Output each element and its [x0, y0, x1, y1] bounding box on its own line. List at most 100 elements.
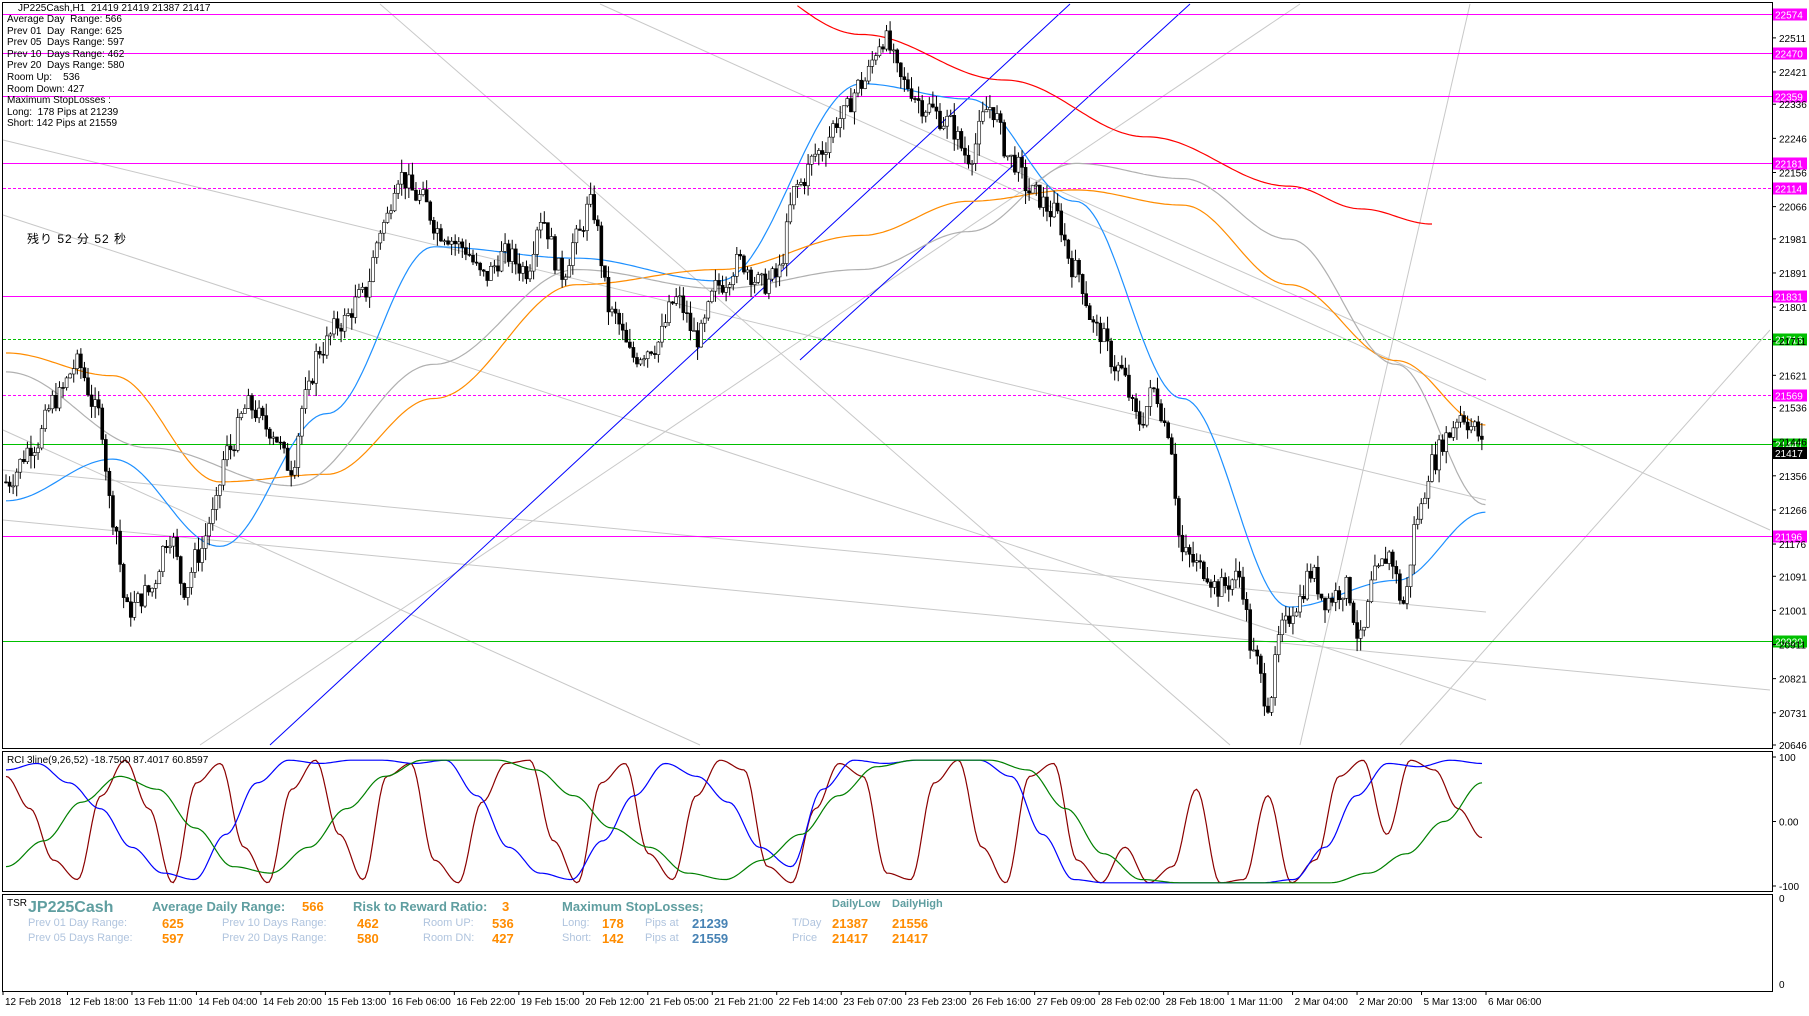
y-tick-label: 21001: [1779, 606, 1807, 617]
candle-body: [934, 106, 939, 112]
candle-body: [738, 254, 743, 257]
candle-body: [1219, 577, 1224, 597]
candle-body: [257, 407, 261, 419]
candle-body: [688, 312, 693, 331]
candle-body: [96, 399, 101, 409]
candle-body: [1127, 374, 1131, 398]
candle-body: [799, 181, 803, 185]
candle-body: [713, 280, 718, 292]
candle-body: [1305, 570, 1309, 600]
candle-body: [952, 115, 957, 140]
candle-body: [328, 333, 333, 337]
info-line: Maximum StopLosses :: [7, 95, 111, 107]
candle-body: [1248, 609, 1252, 651]
candle-body: [752, 281, 757, 285]
level-label: 22181: [1775, 160, 1803, 171]
candle-body: [107, 470, 112, 496]
candle-body: [349, 313, 354, 318]
tsr-prev01-value: 625: [162, 916, 184, 931]
x-tick-label: 28 Feb 02:00: [1101, 997, 1160, 1008]
candle-body: [1476, 421, 1481, 437]
level-tag: [1773, 635, 1807, 648]
tsr-daily-high-label: DailyHigh: [892, 898, 943, 910]
candle-body: [1226, 585, 1231, 590]
candle-body: [79, 353, 83, 369]
candle-body: [1447, 432, 1452, 438]
x-tick-label: 16 Feb 22:00: [456, 997, 515, 1008]
rci-y-tick-label: 100: [1779, 753, 1796, 764]
tsr-price-label: Price: [792, 932, 818, 944]
candle-body: [464, 247, 468, 255]
x-tick-label: 15 Feb 13:00: [327, 997, 386, 1008]
candle-body: [1323, 597, 1327, 611]
y-tick-label: 21621: [1779, 371, 1807, 382]
candle-body: [1308, 570, 1313, 579]
candle-body: [1184, 547, 1188, 553]
candle-body: [1198, 560, 1203, 563]
info-line: Prev 01 Day Range: 625: [7, 25, 123, 37]
candle-body: [11, 485, 15, 488]
candle-body: [1284, 615, 1288, 621]
trend-line: [1399, 329, 1771, 746]
candle-body: [735, 254, 739, 277]
candle-body: [389, 210, 393, 214]
candle-body: [250, 395, 254, 411]
tsr-prev01-label: Prev 01 Day Range:: [28, 917, 128, 929]
candle-body: [1009, 154, 1014, 157]
candle-body: [1369, 579, 1374, 602]
candle-body: [275, 436, 279, 443]
y-tick-label: 21981: [1779, 235, 1807, 246]
candle-body: [549, 236, 554, 240]
candle-body: [667, 301, 671, 323]
current-price-tag: [1773, 447, 1807, 459]
candle-body: [567, 265, 572, 278]
candle-body: [891, 49, 896, 52]
tsr-pane-frame: [2, 894, 1773, 992]
candle-body: [588, 194, 593, 205]
candle-body: [385, 212, 390, 223]
candle-body: [1472, 421, 1477, 427]
candle-body: [1348, 577, 1352, 604]
candle-body: [988, 107, 992, 110]
candle-body: [1287, 615, 1292, 624]
candle-body: [492, 265, 497, 268]
candle-body: [307, 380, 311, 390]
candle-body: [1301, 595, 1306, 600]
candle-body: [1209, 581, 1213, 588]
candle-body: [153, 583, 158, 589]
candle-body: [424, 189, 429, 203]
candle-body: [36, 447, 40, 453]
candle-body: [332, 318, 336, 335]
candle-body: [260, 407, 265, 416]
candle-body: [1137, 411, 1142, 425]
candle-body: [32, 452, 37, 456]
candle-body: [489, 266, 493, 281]
candle-body: [474, 261, 479, 264]
candle-body: [1177, 498, 1181, 536]
candle-body: [1398, 573, 1402, 601]
info-line: Prev 20 Days Range: 580: [7, 60, 125, 72]
candle-body: [4, 481, 8, 484]
tsr-msl-label: Maximum StopLosses;: [562, 899, 704, 914]
tsr-daily-low-label: DailyLow: [832, 898, 881, 910]
candle-body: [677, 295, 682, 298]
candle-body: [1259, 655, 1263, 674]
candle-body: [966, 154, 971, 165]
candle-body: [759, 273, 764, 276]
candle-body: [114, 526, 119, 532]
candle-body: [29, 447, 33, 456]
x-tick-label: 12 Feb 18:00: [69, 997, 128, 1008]
candle-body: [763, 273, 768, 294]
candle-body: [995, 113, 999, 121]
candle-body: [171, 536, 176, 547]
level-label: 22574: [1775, 11, 1803, 22]
candle-body: [1134, 398, 1138, 412]
candle-body: [902, 76, 907, 80]
y-tick-label: 22336: [1779, 100, 1807, 111]
candle-body: [292, 467, 297, 476]
candle-body: [1380, 558, 1384, 567]
candle-body: [702, 317, 707, 324]
info-line: Room Down: 427: [7, 83, 85, 95]
candle-body: [1465, 421, 1470, 431]
candle-body: [1430, 454, 1434, 482]
